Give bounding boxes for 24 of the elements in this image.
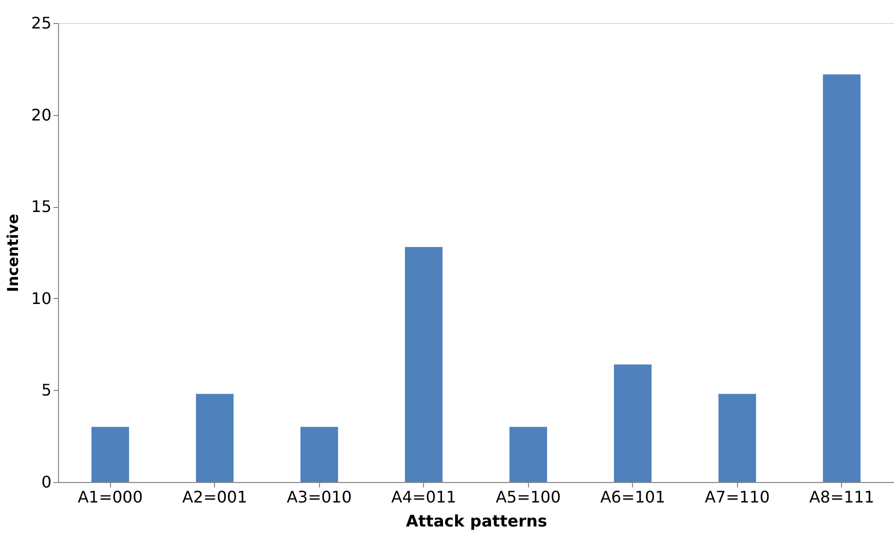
bar	[822, 74, 861, 482]
x-tick-label: A7=110	[704, 488, 770, 506]
y-axis-title: Incentive	[4, 214, 22, 292]
x-axis-title: Attack patterns	[406, 512, 548, 530]
y-tick-label: 25	[31, 14, 52, 32]
bar	[300, 426, 338, 482]
x-tick-label: A2=001	[182, 488, 248, 506]
x-tick-label: A5=100	[496, 488, 561, 506]
x-tick-label: A4=011	[391, 488, 456, 506]
y-tick-label: 5	[41, 380, 52, 400]
x-tick-label: A3=010	[286, 488, 352, 506]
y-tick-label: 20	[31, 105, 52, 124]
y-tick-label: 0	[41, 472, 52, 492]
bar	[718, 394, 756, 482]
bar	[404, 246, 443, 482]
x-tick-label: A6=101	[600, 488, 666, 506]
x-tick-label: A8=111	[809, 488, 874, 506]
x-tick-label: A1=000	[78, 488, 143, 506]
y-tick-label: 15	[31, 197, 52, 216]
bar	[614, 364, 652, 482]
y-tick-label: 10	[31, 288, 52, 308]
bar	[196, 394, 234, 482]
bar	[91, 426, 130, 482]
bar	[509, 426, 548, 482]
